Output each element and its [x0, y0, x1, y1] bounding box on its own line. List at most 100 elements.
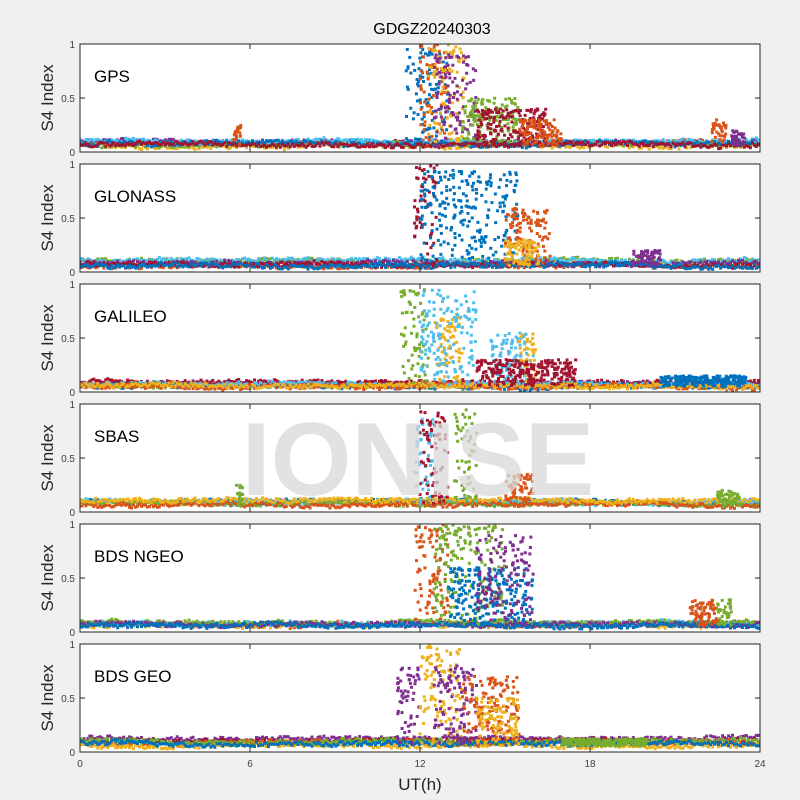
data-point: [610, 256, 614, 260]
data-point: [114, 263, 118, 267]
data-point: [342, 261, 346, 265]
data-point: [677, 142, 681, 146]
data-point: [143, 142, 147, 146]
data-point: [342, 263, 346, 267]
data-point: [539, 123, 543, 127]
data-point: [592, 143, 596, 147]
data-point: [427, 266, 431, 270]
data-point: [444, 110, 448, 114]
data-point: [434, 144, 438, 148]
data-point: [512, 145, 516, 149]
data-point: [346, 141, 350, 145]
data-point: [586, 258, 590, 262]
data-point: [721, 258, 725, 262]
data-point: [415, 260, 419, 264]
data-point: [406, 139, 410, 143]
data-point: [463, 265, 467, 269]
data-point: [352, 138, 356, 142]
data-point: [502, 144, 506, 148]
data-point: [322, 261, 326, 265]
data-point: [467, 132, 471, 136]
data-point: [479, 263, 483, 267]
data-point: [449, 142, 453, 146]
data-point: [290, 142, 294, 146]
data-point: [556, 263, 560, 267]
data-point: [733, 260, 736, 264]
data-point: [590, 143, 594, 147]
data-point: [530, 134, 534, 138]
data-point: [699, 260, 703, 264]
data-point: [324, 140, 328, 144]
data-point: [712, 125, 716, 129]
data-point: [578, 138, 582, 142]
data-point: [474, 114, 478, 118]
data-point: [422, 115, 426, 119]
data-point: [562, 141, 566, 145]
data-point: [314, 144, 318, 148]
data-point: [505, 104, 509, 108]
data-point: [705, 259, 709, 263]
data-point: [596, 140, 600, 144]
data-point: [80, 137, 82, 141]
data-point: [701, 261, 705, 265]
data-point: [614, 257, 617, 261]
data-point: [748, 139, 752, 143]
data-point: [715, 123, 719, 127]
data-point: [360, 144, 364, 148]
data-point: [598, 265, 602, 269]
data-point: [407, 146, 411, 150]
data-point: [480, 98, 484, 102]
data-point: [282, 144, 286, 148]
data-point: [518, 141, 522, 145]
data-point: [732, 130, 736, 134]
data-point: [477, 115, 481, 119]
data-point: [419, 51, 423, 55]
data-point: [306, 143, 310, 147]
data-point: [260, 261, 264, 265]
data-point: [346, 138, 350, 142]
data-point: [606, 261, 610, 265]
data-point: [387, 260, 391, 264]
data-point: [304, 260, 308, 264]
data-point: [492, 117, 496, 121]
data-point: [234, 138, 238, 142]
data-point: [439, 258, 443, 262]
data-point: [495, 124, 499, 128]
data-point: [443, 139, 447, 143]
data-point: [653, 140, 657, 144]
data-point: [492, 101, 496, 105]
data-point: [130, 262, 134, 266]
data-point: [348, 140, 352, 144]
data-point: [516, 105, 520, 109]
data-point: [568, 146, 572, 150]
data-point: [562, 139, 566, 143]
data-point: [582, 140, 586, 144]
data-point: [389, 260, 393, 264]
data-point: [418, 56, 422, 60]
data-point: [332, 140, 336, 144]
data-point: [625, 138, 629, 142]
data-point: [336, 145, 340, 149]
data-point: [671, 261, 675, 265]
data-point: [231, 264, 235, 268]
data-point: [300, 258, 304, 262]
data-point: [681, 138, 685, 142]
data-point: [513, 129, 517, 133]
data-point: [385, 257, 389, 261]
data-point: [707, 146, 711, 150]
data-point: [461, 119, 465, 123]
data-point: [536, 136, 540, 140]
data-point: [126, 258, 130, 262]
data-point: [272, 143, 276, 147]
data-point: [580, 141, 584, 145]
data-point: [304, 256, 308, 260]
data-point: [548, 139, 552, 143]
data-point: [234, 133, 238, 137]
data-point: [201, 141, 205, 145]
data-point: [446, 84, 450, 88]
data-point: [697, 261, 701, 265]
data-point: [689, 145, 693, 149]
data-point: [381, 141, 385, 145]
data-point: [104, 144, 108, 148]
